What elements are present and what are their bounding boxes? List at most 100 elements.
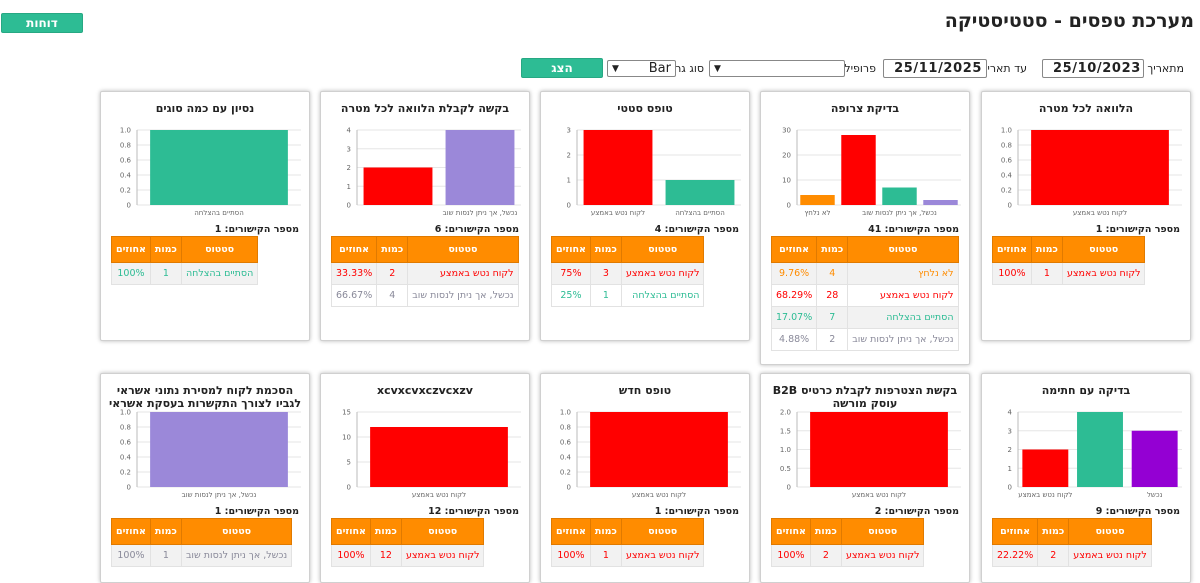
to-date-input[interactable]: 25/11/2025 (883, 59, 987, 78)
y-tick-label: 0.6 (120, 439, 132, 447)
chart-bar[interactable] (666, 180, 735, 205)
chart-bar[interactable] (800, 195, 834, 205)
chart-bar[interactable] (1031, 130, 1169, 205)
x-category-label: לקוח נטש באמצע (852, 491, 906, 499)
chart-bar[interactable] (923, 200, 957, 205)
cell-status: לקוח נטש באמצע (621, 263, 704, 285)
profile-label: פרופיל: (841, 62, 876, 75)
chart-bar[interactable] (810, 412, 948, 487)
chart-bar[interactable] (584, 130, 653, 205)
column-header-count: כמות (150, 519, 181, 545)
y-tick-label: 3 (1008, 427, 1012, 435)
y-tick-label: 0 (127, 484, 131, 492)
y-tick-label: 0.2 (120, 187, 131, 195)
chart-bar[interactable] (841, 135, 875, 205)
chart-bar[interactable] (1132, 431, 1178, 487)
y-tick-label: 3 (567, 127, 571, 135)
y-tick-label: 0 (1008, 484, 1012, 492)
chart-bar[interactable] (1022, 450, 1068, 488)
records-count: מספר הקישורים: 12 (428, 506, 519, 517)
profile-select[interactable]: ▼ (709, 60, 845, 77)
column-header-percent: אחוזים (993, 237, 1032, 263)
column-header-count: כמות (810, 519, 841, 545)
chart-type-select[interactable]: ▼ Bar (607, 60, 676, 77)
x-category-label: לקוח נטש באמצע (1018, 491, 1072, 499)
cell-count: 2 (817, 329, 848, 351)
chart-bar[interactable] (882, 188, 916, 206)
cell-percent: 4.88% (772, 329, 817, 351)
column-header-status: סטטוס (848, 237, 958, 263)
cell-status: לקוח נטש באמצע (621, 545, 704, 567)
y-tick-label: 0.4 (560, 454, 572, 462)
column-header-count: כמות (150, 237, 181, 263)
y-tick-label: 0 (787, 484, 791, 492)
chart-type-value: Bar (619, 61, 671, 76)
y-tick-label: 2 (1008, 446, 1012, 454)
y-tick-label: 30 (782, 127, 791, 135)
y-tick-label: 2.0 (780, 409, 791, 417)
chart-bar[interactable] (370, 427, 508, 487)
chart-bar[interactable] (150, 130, 288, 205)
x-category-label: נכשל, אך ניתן לנסות שוב (862, 209, 937, 217)
cell-count: 1 (1031, 263, 1062, 285)
column-header-count: כמות (1031, 237, 1062, 263)
cell-status: לקוח נטש באמצע (841, 545, 924, 567)
y-tick-label: 1.0 (120, 127, 131, 135)
y-tick-label: 2 (567, 152, 571, 160)
chart-bar[interactable] (150, 412, 288, 487)
show-button[interactable]: הצג (521, 58, 603, 78)
column-header-percent: אחוזים (552, 519, 591, 545)
y-tick-label: 10 (342, 434, 351, 442)
y-tick-label: 20 (782, 152, 791, 160)
y-tick-label: 0.6 (560, 439, 572, 447)
cell-status: לא נלחץ (848, 263, 958, 285)
to-date-value: 25/11/2025 (894, 61, 982, 76)
chart-bar[interactable] (364, 168, 433, 206)
cell-status: לקוח נטש באמצע (848, 285, 958, 307)
y-tick-label: 1.5 (780, 427, 791, 435)
y-tick-label: 0.4 (120, 172, 132, 180)
from-date-input[interactable]: 25/10/2023 (1042, 59, 1144, 78)
chart-bar[interactable] (446, 130, 515, 205)
y-tick-label: 0.6 (1001, 157, 1013, 165)
records-count: מספר הקישורים: 1 (215, 506, 299, 517)
column-header-percent: אחוזים (112, 237, 151, 263)
y-tick-label: 0.5 (780, 465, 791, 473)
records-count: מספר הקישורים: 1 (1096, 224, 1180, 235)
reports-button[interactable]: דוחות (1, 13, 83, 33)
records-count: מספר הקישורים: 9 (1096, 506, 1180, 517)
page-title: מערכת טפסים - סטטיסטיקה (945, 10, 1194, 32)
y-tick-label: 0.8 (560, 424, 571, 432)
column-header-status: סטטוס (401, 519, 484, 545)
chart-bar[interactable] (1077, 412, 1123, 487)
y-tick-label: 4 (347, 127, 352, 135)
cell-count: 1 (150, 545, 181, 567)
y-tick-label: 0 (787, 202, 791, 210)
column-header-percent: אחוזים (332, 237, 377, 263)
cell-percent: 100% (993, 263, 1032, 285)
cell-status: לקוח נטש באמצע (408, 263, 518, 285)
cell-percent: 75% (552, 263, 591, 285)
chart-bar[interactable] (590, 412, 728, 487)
y-tick-label: 1 (567, 177, 571, 185)
cell-status: לקוח נטש באמצע (1069, 545, 1152, 567)
